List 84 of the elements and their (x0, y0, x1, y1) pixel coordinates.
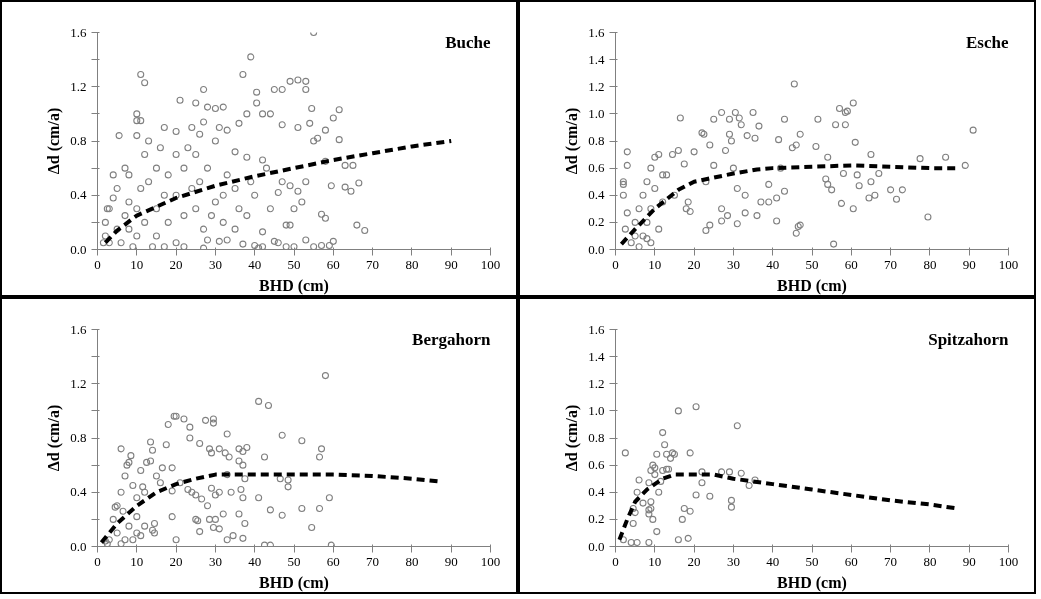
y-tick-label: 1.6 (588, 24, 605, 40)
y-tick-label: 1.4 (588, 51, 605, 67)
y-tick-label: 0.4 (588, 484, 605, 500)
y-tick-label: 0.0 (588, 538, 605, 554)
x-axis-title: BHD (cm) (777, 276, 847, 295)
x-tick-label: 40 (766, 553, 780, 569)
x-tick-label: 20 (169, 553, 183, 569)
x-tick-label: 40 (766, 256, 780, 272)
y-tick-label: 0.6 (588, 160, 605, 176)
y-tick-label: 1.6 (70, 321, 87, 337)
x-tick-label: 70 (884, 256, 898, 272)
x-tick-label: 80 (405, 256, 419, 272)
y-tick-label: 1.2 (588, 375, 605, 391)
x-tick-label: 30 (726, 553, 740, 569)
y-tick-label: 0.4 (588, 187, 605, 203)
x-tick-label: 10 (130, 553, 144, 569)
x-tick-label: 50 (805, 256, 819, 272)
y-tick-label: 1.2 (588, 78, 605, 94)
x-tick-label: 80 (923, 553, 937, 569)
x-tick-label: 100 (480, 256, 501, 272)
x-tick-label: 70 (366, 256, 380, 272)
x-tick-label: 100 (480, 553, 501, 569)
x-tick-label: 60 (844, 553, 858, 569)
y-tick-label: 1.4 (588, 348, 605, 364)
y-tick-label: 0.2 (588, 214, 605, 230)
x-tick-label: 100 (998, 256, 1019, 272)
x-tick-label: 90 (962, 256, 976, 272)
x-tick-label: 10 (648, 256, 662, 272)
x-tick-label: 70 (366, 553, 380, 569)
x-tick-label: 20 (169, 256, 183, 272)
x-tick-label: 20 (687, 553, 701, 569)
chart-title: Spitzahorn (928, 329, 1010, 349)
x-tick-label: 60 (326, 256, 340, 272)
x-tick-label: 30 (208, 256, 222, 272)
y-tick-label: 0.4 (70, 484, 87, 500)
y-tick-label: 0.8 (588, 430, 605, 445)
y-axis-title: Δd (cm/a) (563, 404, 582, 472)
x-axis-title: BHD (cm) (259, 276, 329, 295)
y-tick-label: 0.4 (70, 187, 87, 203)
x-tick-label: 50 (805, 553, 819, 569)
y-tick-label: 0.8 (588, 133, 605, 148)
y-tick-label: 0.0 (588, 241, 605, 257)
x-tick-label: 40 (248, 553, 262, 569)
x-tick-label: 0 (612, 553, 619, 569)
y-axis-title: Δd (cm/a) (45, 107, 64, 175)
x-tick-label: 70 (884, 553, 898, 569)
y-tick-label: 1.6 (588, 321, 605, 337)
chart-title: Buche (445, 32, 491, 52)
y-tick-label: 0.8 (70, 133, 87, 148)
x-tick-label: 90 (444, 256, 458, 272)
x-tick-label: 90 (444, 553, 458, 569)
chart-title: Esche (966, 32, 1009, 52)
x-tick-label: 10 (130, 256, 144, 272)
y-tick-label: 1.0 (588, 105, 605, 121)
x-tick-label: 80 (405, 553, 419, 569)
y-axis-title: Δd (cm/a) (45, 404, 64, 472)
x-tick-label: 10 (648, 553, 662, 569)
x-axis-title: BHD (cm) (777, 573, 847, 592)
x-axis-title: BHD (cm) (259, 573, 329, 592)
x-tick-label: 90 (962, 553, 976, 569)
y-tick-label: 0.0 (70, 538, 87, 554)
x-tick-label: 60 (326, 553, 340, 569)
y-tick-label: 1.2 (70, 375, 87, 391)
x-tick-label: 0 (612, 256, 619, 272)
y-tick-label: 0.0 (70, 241, 87, 257)
x-tick-label: 40 (248, 256, 262, 272)
y-tick-label: 1.2 (70, 78, 87, 94)
x-tick-label: 20 (687, 256, 701, 272)
x-tick-label: 0 (94, 256, 101, 272)
y-axis-title: Δd (cm/a) (563, 107, 582, 175)
y-tick-label: 0.6 (588, 457, 605, 473)
x-tick-label: 80 (923, 256, 937, 272)
x-tick-label: 100 (998, 553, 1019, 569)
x-tick-label: 60 (844, 256, 858, 272)
x-tick-label: 50 (287, 256, 301, 272)
x-tick-label: 30 (208, 553, 222, 569)
y-tick-label: 0.8 (70, 430, 87, 445)
x-tick-label: 0 (94, 553, 101, 569)
x-tick-label: 30 (726, 256, 740, 272)
y-tick-label: 1.0 (588, 402, 605, 418)
y-tick-label: 1.6 (70, 24, 87, 40)
x-tick-label: 50 (287, 553, 301, 569)
chart-title: Bergahorn (412, 329, 492, 349)
y-tick-label: 0.2 (588, 511, 605, 527)
